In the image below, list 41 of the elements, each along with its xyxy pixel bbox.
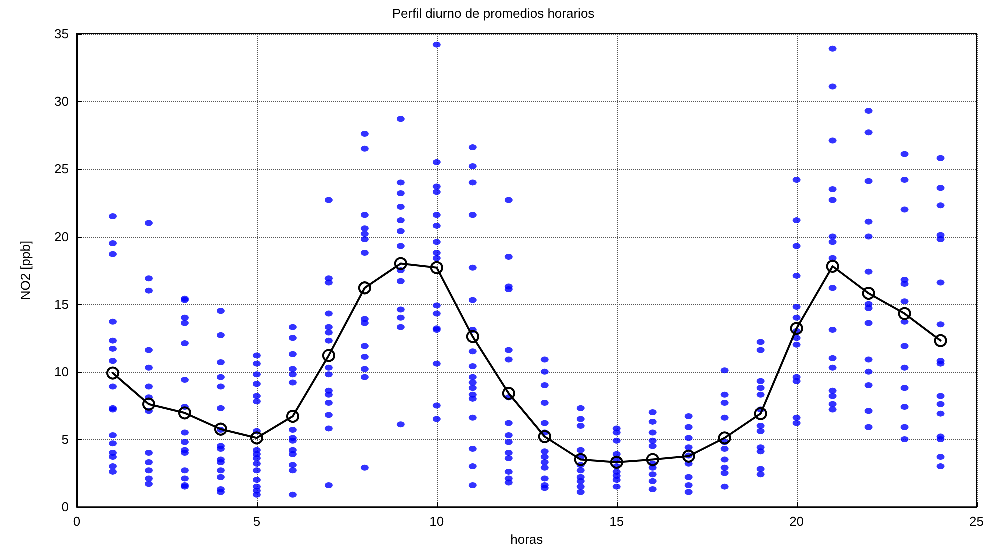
x-axis-title: horas (510, 532, 544, 547)
point (358, 282, 372, 295)
x-tick-label: 15 (610, 514, 624, 530)
point (502, 387, 516, 400)
x-tick-label: 25 (970, 514, 984, 530)
point (250, 432, 264, 445)
y-tick-label: 10 (54, 364, 69, 380)
y-tick-label: 15 (54, 296, 69, 312)
point (934, 334, 948, 348)
point (214, 422, 228, 436)
point (106, 366, 120, 380)
point (826, 260, 840, 273)
y-tick-label: 5 (62, 432, 69, 448)
point (142, 398, 156, 411)
y-tick-label: 30 (54, 94, 69, 110)
point (898, 307, 912, 320)
x-tick-label: 5 (253, 514, 261, 530)
point (538, 430, 552, 444)
x-tick-label: 0 (73, 514, 81, 530)
chart-title: Perfil diurno de promedios horarios (392, 6, 596, 21)
y-tick-label: 0 (62, 500, 69, 515)
point (862, 287, 876, 300)
point (178, 406, 192, 420)
y-axis-title: NO2 [ppb] (18, 240, 33, 300)
y-tick-label: 35 (54, 26, 69, 42)
point (430, 261, 444, 274)
point (610, 456, 624, 469)
point (682, 450, 696, 463)
point (646, 453, 660, 466)
point (754, 407, 768, 420)
point (718, 432, 732, 445)
x-tick-label: 10 (430, 514, 444, 530)
point (322, 349, 336, 362)
point (574, 453, 588, 466)
point (790, 322, 804, 336)
y-tick-label: 20 (54, 229, 69, 244)
point (394, 257, 408, 270)
x-tick-label: 20 (790, 514, 804, 530)
y-tick-label: 25 (54, 162, 69, 177)
point (286, 410, 300, 424)
point (466, 330, 480, 344)
